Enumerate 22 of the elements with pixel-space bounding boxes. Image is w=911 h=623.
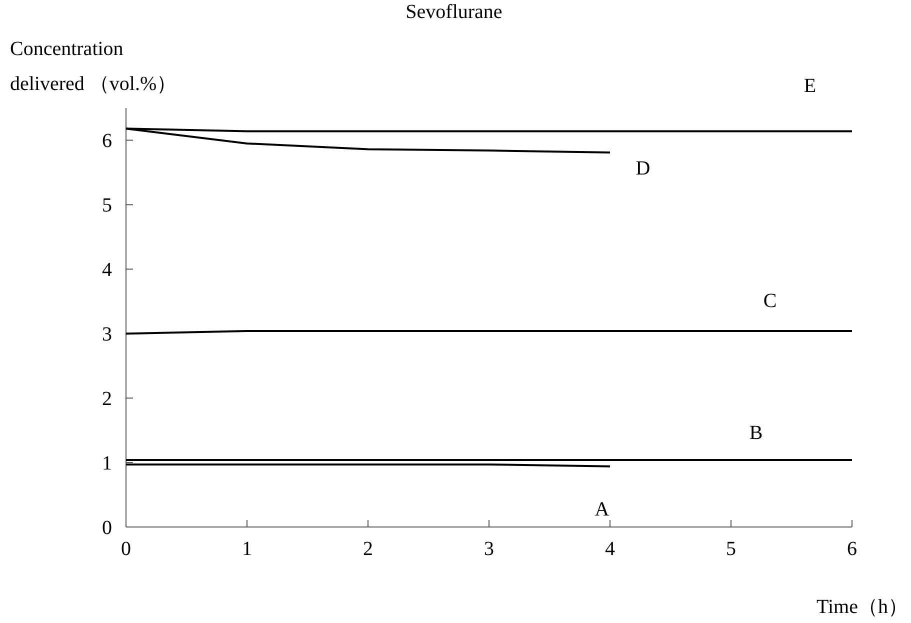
- y-tick-label: 0: [102, 517, 112, 539]
- x-axis-title: Time（h）: [816, 596, 908, 618]
- y-tick-label: 2: [102, 388, 112, 410]
- y-tick-label: 3: [102, 324, 112, 346]
- series-label: E: [804, 75, 816, 98]
- x-tick-label: 6: [847, 538, 857, 560]
- x-tick-label: 4: [605, 538, 615, 560]
- x-tick-label: 0: [121, 538, 131, 560]
- chart-title: Sevoflurane: [406, 1, 502, 23]
- x-tick-label: 3: [484, 538, 494, 560]
- y-tick-label: 5: [102, 194, 112, 217]
- x-tick-label: 2: [363, 538, 373, 560]
- x-tick-label: 5: [726, 538, 736, 560]
- series-label: C: [763, 290, 777, 312]
- x-tick-label: 1: [242, 538, 252, 560]
- y-tick-label: 1: [102, 452, 112, 475]
- y-tick-label: 4: [102, 259, 112, 282]
- series-label: B: [749, 422, 763, 444]
- series-label: D: [636, 157, 650, 180]
- y-tick-label: 6: [102, 130, 112, 152]
- y-axis-title: Concentration delivered （vol.%）: [10, 38, 177, 95]
- series-label: A: [594, 498, 610, 520]
